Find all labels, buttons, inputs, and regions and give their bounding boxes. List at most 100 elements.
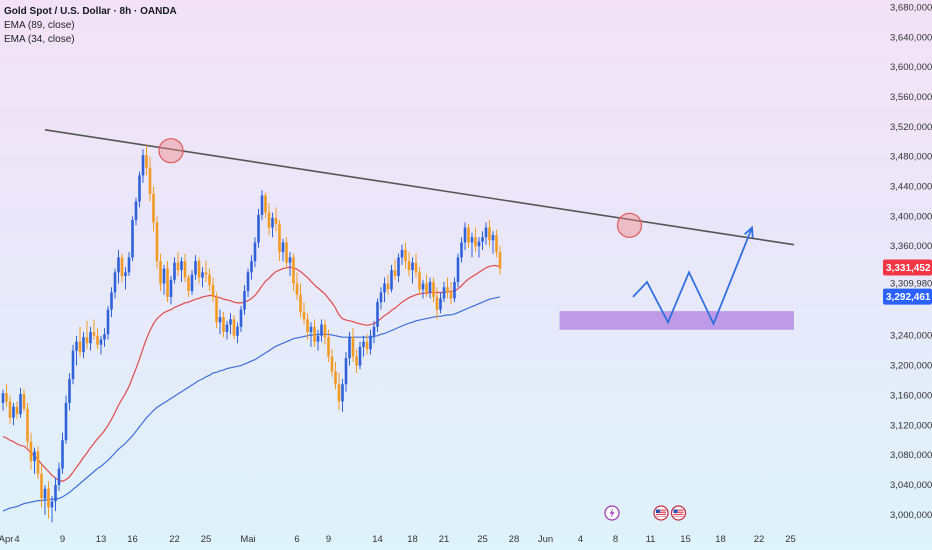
time-tick-label: 8 [613,534,618,545]
lightning-event-icon[interactable] [604,505,620,521]
candle [43,484,47,515]
time-tick-label: 13 [96,534,107,545]
candle [138,171,141,208]
candle [274,207,278,232]
candle [225,320,229,340]
candle [229,313,232,335]
price-tick-label: 3,240,000 [890,331,932,342]
price-tick-label: 3,360,000 [890,241,932,252]
time-tick-label: Apr [0,534,13,545]
time-tick-label: 9 [326,534,331,545]
candle [47,481,50,519]
candle [33,447,36,474]
candle [236,322,239,344]
candle [498,246,502,275]
candle [285,237,288,269]
us-flag-event-icon[interactable] [653,505,669,521]
price-tag: 3,331,452 [883,259,932,276]
candle [64,395,68,444]
candle [481,231,484,250]
candle [453,277,456,303]
candle [292,253,295,291]
candle [334,361,337,390]
candle [439,292,442,314]
us-flag-event-icon[interactable] [670,505,687,521]
candle [418,267,421,295]
candle [348,332,351,366]
time-tick-label: 11 [646,534,656,545]
candle [110,287,113,318]
support-zone[interactable] [559,311,795,330]
candle [54,477,57,512]
price-tick-label: 3,400,000 [890,211,932,222]
time-tick-label: 14 [372,534,383,545]
time-tick-label: 21 [439,534,450,545]
ema34-label: EMA (34, close) [4,34,75,45]
candle [124,267,127,290]
candle [414,253,418,278]
candle [8,395,12,424]
candle [362,335,365,357]
candle [376,298,379,333]
candle [246,268,250,297]
candles-layer [1,145,502,523]
candle [477,237,481,258]
candle [26,402,29,448]
candle [75,335,78,366]
annotation-layer [158,138,754,521]
candle [89,326,92,351]
candle [211,277,215,303]
candle [232,314,236,340]
arrowhead [744,225,754,238]
time-tick-label: 25 [477,534,488,545]
candle [278,220,281,262]
candle [218,309,222,335]
candle [491,231,495,254]
candle [166,261,169,303]
highlight-circle [616,212,643,238]
price-tick-label: 3,000,000 [890,510,932,521]
time-tick-label: 4 [14,534,19,545]
time-tick-label: Mai [240,534,255,545]
candle [432,277,435,303]
candle [295,272,299,300]
price-tick-label: 3,600,000 [890,62,932,73]
resistance-trendline[interactable] [44,129,795,246]
candle [208,268,211,291]
candle [29,432,33,471]
time-tick-label: Jun [538,534,553,545]
candle [404,242,407,269]
candle [327,329,330,362]
ema89-label: EMA (89, close) [4,20,75,31]
candle [365,334,369,355]
candle [341,379,344,412]
price-axis[interactable]: 3,680,000 3,640,000 3,600,000 3,560,000 3,52… [883,2,932,521]
candle [337,373,341,411]
candle [50,496,54,523]
candle [197,257,201,284]
candle [372,320,376,344]
candle [99,335,103,355]
candle [106,305,110,340]
candle [264,192,267,218]
time-tick-label: 16 [127,534,138,545]
projection-path[interactable] [632,227,753,327]
candle [243,285,246,315]
trendline-layer [44,129,795,246]
candle [421,279,425,299]
candle [190,270,194,295]
candle [194,255,197,280]
svg-text:3,292,461: 3,292,461 [886,292,931,303]
candle [57,462,61,491]
candle [393,259,397,280]
price-tick-label: 3,080,000 [890,450,932,461]
time-axis[interactable]: Apr 4 9 13 16 22 25 Mai 6 9 14 18 21 25 28 Jun 4 8 11 15 18 2… [0,534,796,545]
time-tick-label: 4 [578,534,583,545]
candle [463,222,467,250]
time-tick-label: 25 [785,534,796,545]
candle [159,253,162,291]
candle [36,446,40,479]
price-tick-label: 3,520,000 [890,122,932,133]
candle [61,432,64,474]
